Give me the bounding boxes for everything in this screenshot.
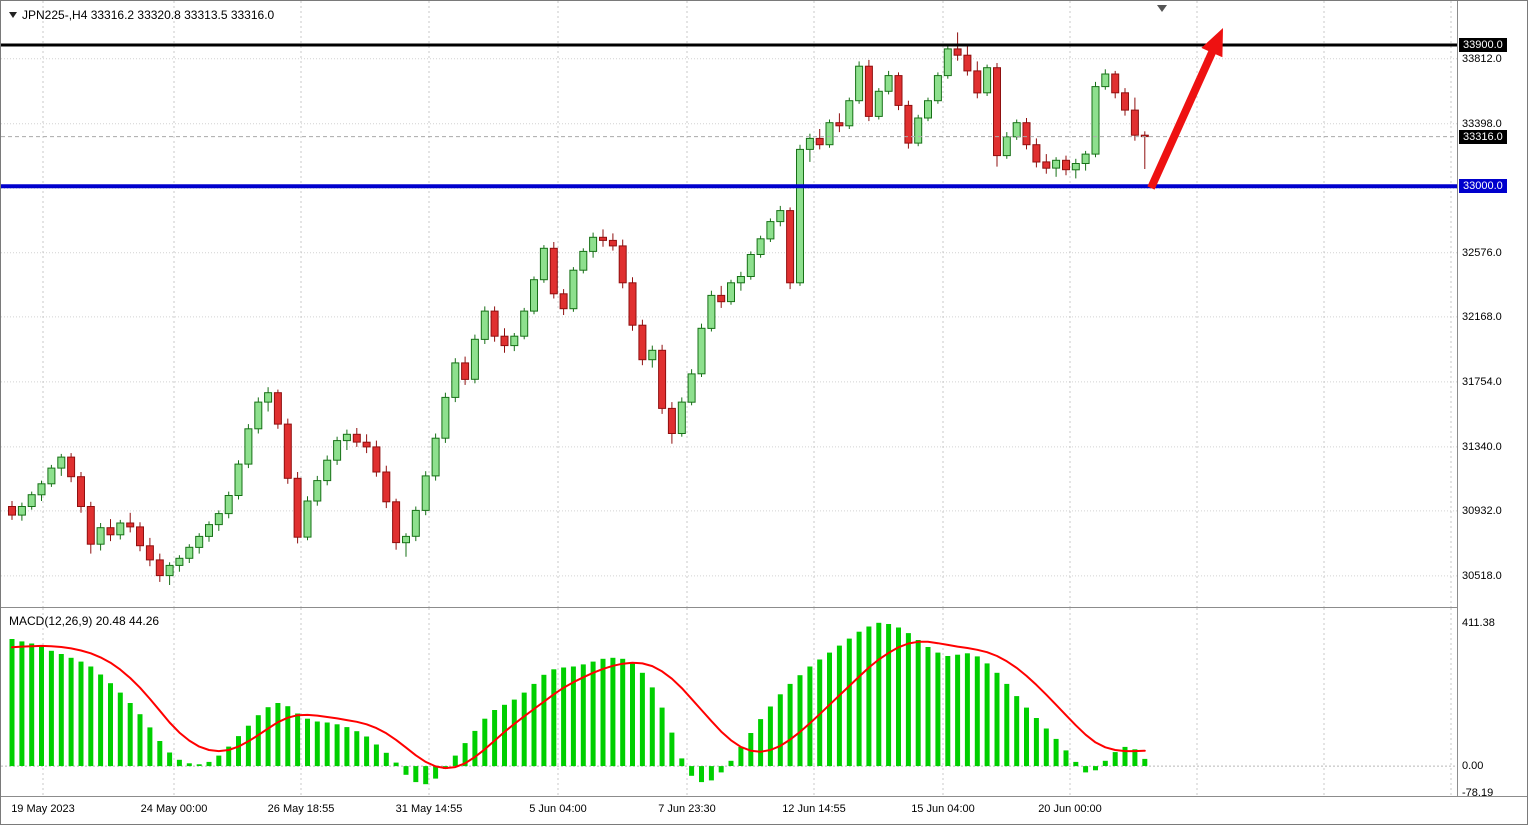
pane-separator[interactable] — [1, 607, 1457, 608]
macd-indicator-pane[interactable] — [1, 608, 1457, 796]
time-axis-label: 20 Jun 00:00 — [1038, 803, 1102, 815]
time-axis-label: 12 Jun 14:55 — [782, 803, 846, 815]
resistance-price-badge: 33900.0 — [1459, 37, 1507, 52]
support-price-badge: 33000.0 — [1459, 179, 1507, 194]
main-price-pane[interactable] — [1, 1, 1457, 607]
time-axis[interactable]: 19 May 2023 24 May 00:00 26 May 18:55 31 Ma… — [1, 797, 1527, 824]
pane-separator-2[interactable] — [1, 796, 1527, 797]
price-axis-label: 33398.0 — [1462, 117, 1502, 130]
price-axis-label: 33812.0 — [1462, 52, 1502, 65]
price-axis-label: 30518.0 — [1462, 569, 1502, 582]
macd-axis-label: -78.19 — [1462, 787, 1494, 800]
symbol-ohlc-text: JPN225-,H4 33316.2 33320.8 33313.5 33316… — [22, 8, 275, 22]
time-axis-label: 24 May 00:00 — [140, 803, 208, 815]
time-axis-label: 26 May 18:55 — [267, 803, 335, 815]
current-price-badge: 33316.0 — [1459, 129, 1507, 144]
macd-histogram — [9, 622, 1148, 785]
price-axis-label: 30932.0 — [1462, 504, 1502, 517]
symbol-title: JPN225-,H4 33316.2 33320.8 33313.5 33316… — [9, 8, 274, 22]
time-axis-label: 7 Jun 23:30 — [658, 803, 716, 815]
price-axis-label: 31754.0 — [1462, 375, 1502, 388]
time-axis-label: 5 Jun 04:00 — [529, 803, 587, 815]
time-axis-label: 31 May 14:55 — [395, 803, 463, 815]
symbol-marker-icon — [9, 12, 17, 18]
candlesticks — [8, 32, 1149, 585]
price-axis-label: 32168.0 — [1462, 310, 1502, 323]
chart-shift-marker-icon[interactable] — [1157, 5, 1167, 12]
price-axis-label: 31340.0 — [1462, 440, 1502, 453]
time-axis-label: 19 May 2023 — [11, 803, 75, 815]
macd-grid — [1, 608, 1457, 796]
price-axis[interactable]: 33812.0 33398.0 32576.0 32168.0 31754.0 31340… — [1457, 1, 1527, 799]
macd-axis-label: 0.00 — [1462, 760, 1484, 773]
macd-axis-label: 411.38 — [1462, 616, 1495, 629]
macd-signal-line — [11, 640, 1146, 770]
price-axis-label: 32576.0 — [1462, 246, 1502, 259]
macd-indicator-label: MACD(12,26,9) 20.48 44.26 — [9, 614, 160, 628]
trend-arrow-annotation[interactable] — [1147, 28, 1223, 190]
time-axis-label: 15 Jun 04:00 — [911, 803, 975, 815]
